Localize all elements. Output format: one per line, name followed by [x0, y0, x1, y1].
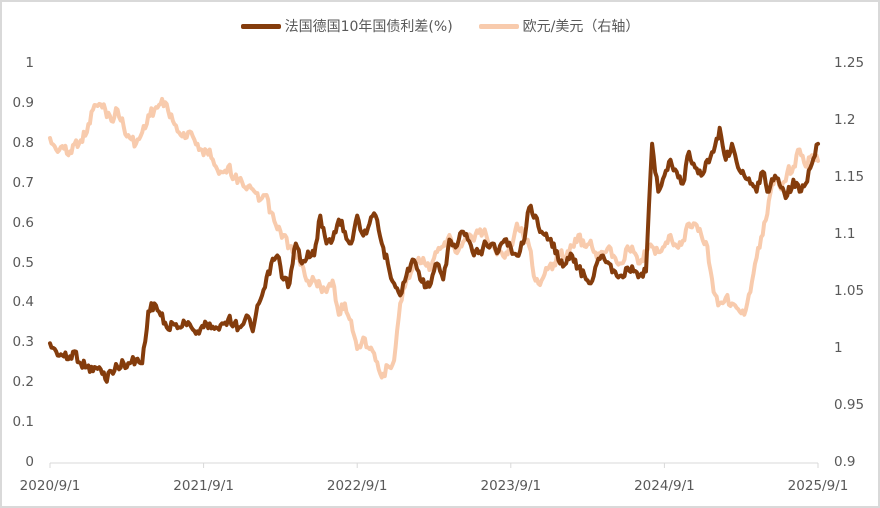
left-axis-tick-label: 0.3: [12, 334, 34, 351]
legend-label-eurusd: 欧元/美元（右轴）: [522, 19, 640, 35]
x-axis-tick-label: 2025/9/1: [787, 478, 849, 494]
left-axis-tick-label: 0.4: [12, 294, 34, 311]
x-axis-tick-label: 2021/9/1: [173, 478, 234, 494]
x-axis-tick-label: 2020/9/1: [19, 478, 81, 494]
left-axis-tick-label: 0.8: [12, 134, 34, 151]
right-axis-tick-label: 1.15: [834, 169, 865, 185]
left-axis-tick-label: 0: [25, 454, 34, 470]
left-axis-tick-label: 0.7: [12, 174, 34, 191]
left-axis-tick-label: 0.6: [12, 214, 34, 231]
right-axis-tick-label: 1.1: [834, 226, 856, 242]
left-axis-tick-label: 0.1: [12, 414, 34, 431]
legend-item-eurusd: 欧元/美元（右轴）: [478, 16, 640, 36]
left-axis-tick-label: 0.9: [12, 94, 34, 111]
eurusd-line: [48, 96, 820, 380]
left-axis-tick-label: 0.5: [12, 254, 34, 271]
x-axis-tick-label: 2024/9/1: [634, 478, 695, 494]
legend-label-spread: 法国德国10年国债利差(%): [284, 19, 453, 35]
legend-swatch-spread: [240, 23, 281, 29]
right-axis-tick-label: 1.2: [834, 112, 856, 128]
x-axis-ticks: [49, 463, 819, 468]
right-axis-tick-label: 1: [834, 340, 843, 356]
left-axis-tick-label: 0.2: [12, 374, 34, 391]
legend-item-spread: 法国德国10年国债利差(%): [240, 16, 453, 36]
right-axis-tick-label: 1.25: [834, 55, 865, 71]
x-axis-tick-label: 2022/9/1: [326, 478, 388, 494]
x-axis-tick-label: 2023/9/1: [480, 478, 542, 494]
right-axis-tick-label: 0.9: [834, 454, 856, 470]
left-axis-tick-label: 1: [25, 55, 34, 71]
right-axis-tick-label: 1.05: [834, 283, 865, 299]
chart-legend: 法国德国10年国债利差(%) 欧元/美元（右轴）: [0, 14, 880, 38]
right-axis-tick-label: 0.95: [834, 397, 865, 413]
spread-line: [48, 125, 820, 384]
legend-swatch-eurusd: [478, 23, 519, 29]
